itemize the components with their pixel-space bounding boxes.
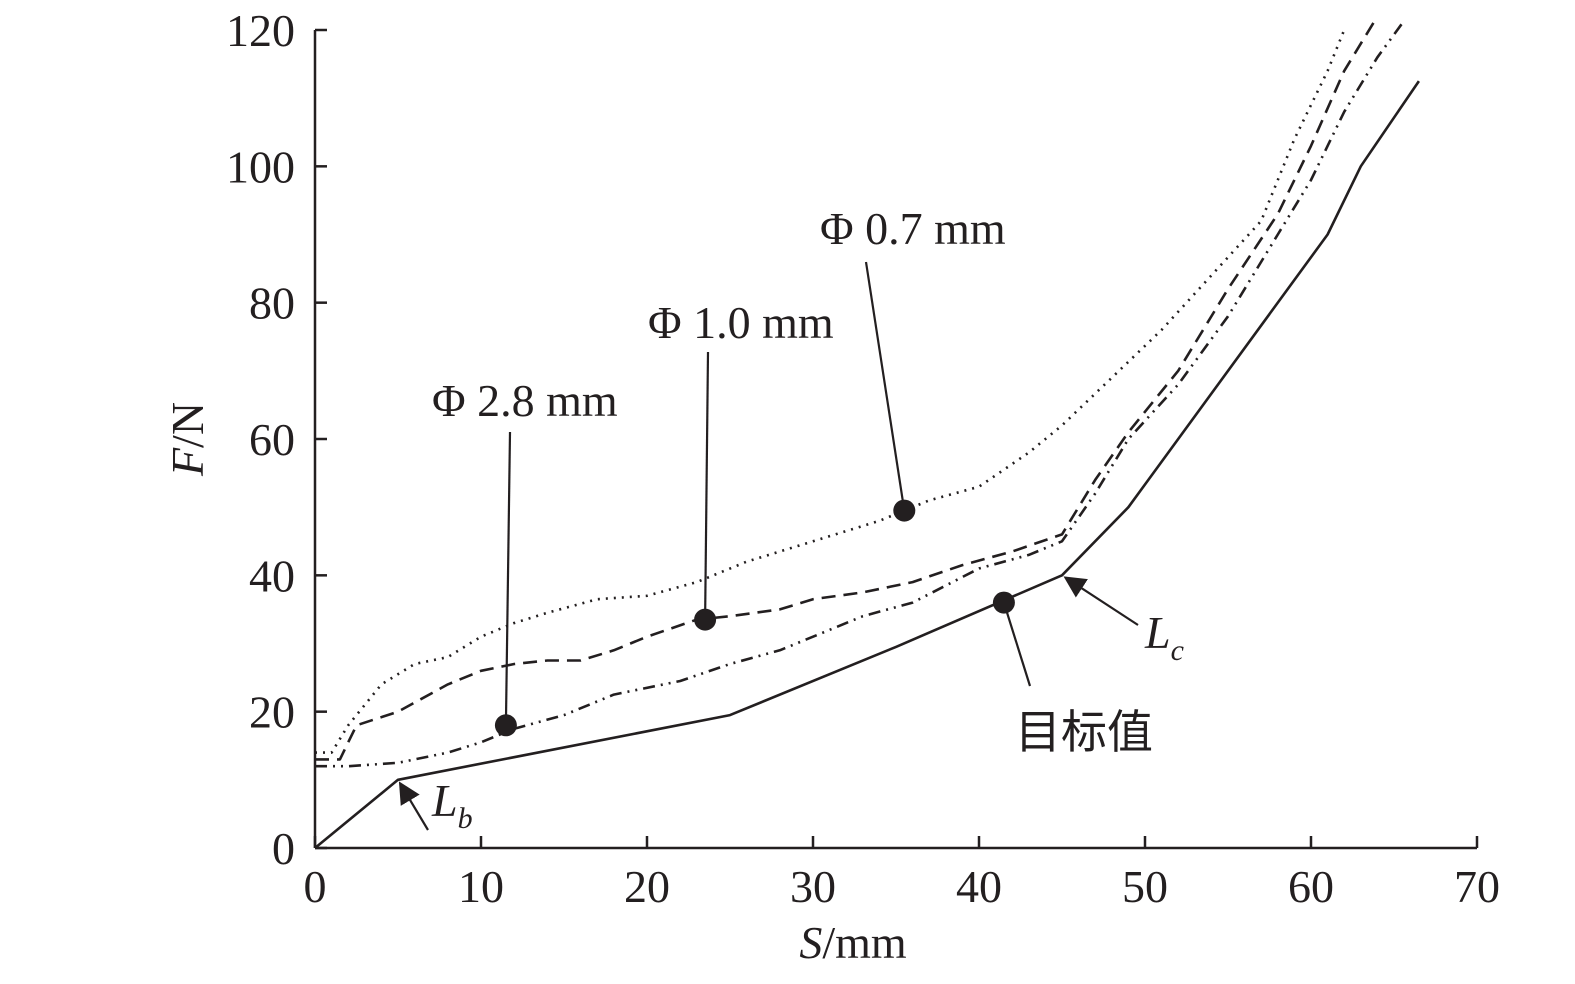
annotation-label-sub: b [458, 802, 473, 835]
annotation-label-var: L [431, 775, 458, 826]
annotation-label: Lb [431, 775, 473, 835]
series-layer [314, 15, 1420, 850]
annotation-leader-line [864, 261, 906, 511]
annotation-arrow [1063, 576, 1139, 626]
x-tick-label: 30 [790, 861, 836, 912]
y-ticks: 0 20 40 60 80 100 120 [226, 5, 327, 874]
series-line-dash-dot-dot [315, 22, 1404, 768]
y-axis-title: F/N [162, 402, 213, 477]
annotation-label: Φ 2.8 mm [432, 375, 618, 426]
x-tick-label: 0 [304, 861, 327, 912]
annotation-marker [893, 499, 916, 522]
annotation-leader-line [704, 351, 710, 620]
x-tick-label: 60 [1288, 861, 1334, 912]
y-tick-label: 0 [272, 823, 295, 874]
y-tick-label: 120 [226, 5, 295, 56]
annotation-label: Lc [1144, 607, 1184, 667]
x-tick-label: 70 [1454, 861, 1500, 912]
annotation-label: 目标值 [1015, 707, 1153, 758]
annotation-marker [992, 591, 1015, 614]
x-tick-label: 50 [1122, 861, 1168, 912]
annotation-marker [494, 714, 517, 737]
series-line-dashed [315, 15, 1379, 761]
y-tick-label: 80 [249, 278, 295, 329]
y-tick-label: 20 [249, 687, 295, 738]
annotation-label-sub: c [1171, 634, 1184, 667]
y-tick-label: 40 [249, 550, 295, 601]
x-tick-label: 40 [956, 861, 1002, 912]
annotation-label: Φ 1.0 mm [648, 297, 834, 348]
x-tick-label: 20 [624, 861, 670, 912]
x-ticks: 0 10 20 30 40 50 60 70 [304, 836, 1500, 912]
x-axis-title: S/mm [799, 917, 907, 968]
annotation-leader-line [504, 431, 512, 726]
series-line-solid [314, 80, 1420, 850]
annotation-leader-line [1002, 602, 1032, 687]
axes [313, 30, 1477, 850]
y-tick-label: 60 [249, 414, 295, 465]
annotation-label-var: L [1144, 607, 1171, 658]
x-tick-label: 10 [458, 861, 504, 912]
series-line-dotted [315, 29, 1346, 754]
annotation-label: Φ 0.7 mm [820, 203, 1006, 254]
y-tick-label: 100 [226, 141, 295, 192]
annotation-arrow [398, 781, 429, 831]
annotation-marker [694, 608, 717, 631]
